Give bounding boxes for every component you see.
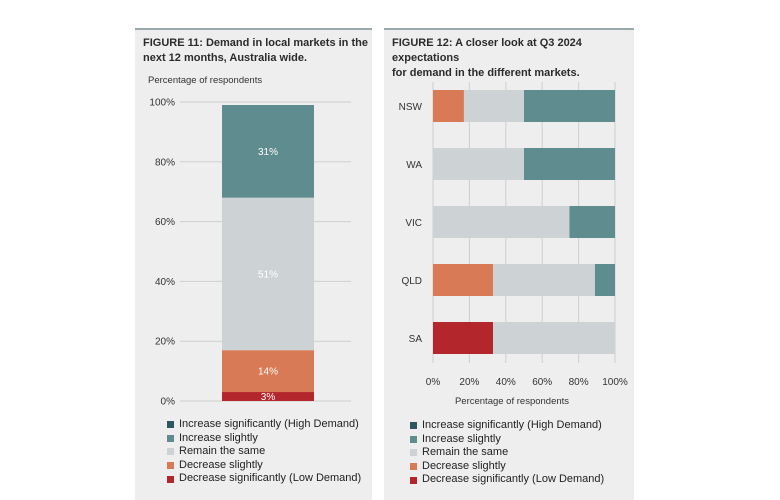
y-category-label: SA [409,334,423,345]
bar-segment-sa-decrease-significantly-low-demand [433,322,494,354]
figure-11-panel: FIGURE 11: Demand in local markets in th… [135,28,372,500]
y-tick-label: 80% [155,157,175,168]
bar-segment-vic-remain-the-same [433,206,570,238]
y-tick-label: 0% [161,397,176,408]
bar-segment-qld-remain-the-same [493,264,595,296]
legend-label: Increase slightly [422,432,501,445]
legend-label: Decrease slightly [179,458,263,471]
data-label: 14% [258,367,278,378]
legend-swatch [167,462,174,470]
y-category-label: QLD [401,276,422,287]
figure-11-legend: Increase significantly (High Demand) Incr… [167,418,361,486]
x-axis-label: Percentage of respondents [455,396,569,407]
figure-12-panel: FIGURE 12: A closer look at Q3 2024 expe… [384,28,634,500]
y-category-label: VIC [405,218,422,229]
x-tick-label: 60% [532,377,552,388]
bar-segment-increase-slightly [222,104,314,198]
legend-item-remain-the-same: Remain the same [410,446,604,460]
legend-label: Increase significantly (High Demand) [422,419,602,431]
figure-12-legend: Increase significantly (High Demand) Incr… [410,419,604,487]
x-tick-label: 80% [569,377,589,388]
legend-swatch [410,476,417,484]
legend-swatch [410,422,417,430]
bar-segment-sa-remain-the-same [493,322,615,354]
bar-segment-decrease-significantly-low-demand [222,392,314,401]
x-tick-label: 40% [496,377,516,388]
data-label: 31% [258,147,278,158]
legend-label: Remain the same [422,446,509,459]
y-tick-label: 100% [149,98,175,109]
legend-item-increase-significantly-high-demand: Increase significantly (High Demand) [167,418,361,432]
x-tick-label: 0% [426,377,441,388]
bar-segment-nsw-decrease-slightly [433,90,464,122]
legend-swatch [410,435,417,443]
legend-label: Remain the same [179,445,266,458]
x-tick-label: 100% [602,377,628,388]
y-category-label: WA [406,160,422,171]
bar-segment-wa-remain-the-same [433,148,524,180]
bar-segment-remain-the-same [222,197,314,351]
legend-item-decrease-slightly: Decrease slightly [167,459,361,473]
y-tick-label: 60% [155,217,175,228]
legend-label: Increase slightly [179,431,258,444]
data-label: 51% [258,269,278,280]
legend-item-increase-slightly: Increase slightly [410,433,604,447]
legend-label: Decrease significantly (Low Demand) [422,473,605,486]
data-label: 3% [261,392,276,403]
bar-segment-nsw-increase-slightly [524,90,615,122]
figure-11-title: FIGURE 11: Demand in local markets in th… [143,37,368,64]
x-tick-label: 20% [459,377,479,388]
figure-12-title: FIGURE 12: A closer look at Q3 2024 expe… [392,37,582,79]
legend-swatch [167,448,174,456]
y-tick-label: 40% [155,277,175,288]
figure-12-chart: 0% 20% 40% 60% 80% 100% NSW WA VIC QLD SA Percentag… [399,82,628,407]
legend-item-increase-significantly-high-demand: Increase significantly (High Demand) [410,419,604,433]
legend-swatch [167,434,174,442]
bar-segment-qld-decrease-slightly [433,264,494,296]
legend-swatch [410,463,417,471]
legend-label: Increase significantly (High Demand) [179,418,359,430]
legend-item-increase-slightly: Increase slightly [167,432,361,446]
bar-segment-qld-increase-slightly [594,264,615,296]
bar-segment-wa-increase-slightly [524,148,615,180]
bar-segment-vic-increase-slightly [569,206,615,238]
legend-swatch [167,421,174,429]
bar-segment-decrease-slightly [222,350,314,393]
y-tick-label: 20% [155,337,175,348]
bar-segment-nsw-remain-the-same [463,90,524,122]
legend-item-decrease-significantly-low-demand: Decrease significantly (Low Demand) [167,472,361,486]
figure-11-chart: Percentage of respondents 0% 20% 40% 60% 80% 1… [148,75,351,408]
legend-swatch [410,449,417,457]
legend-item-decrease-slightly: Decrease slightly [410,460,604,474]
legend-item-decrease-significantly-low-demand: Decrease significantly (Low Demand) [410,473,604,487]
y-category-label: NSW [399,102,423,113]
legend-label: Decrease significantly (Low Demand) [179,472,362,485]
y-axis-label: Percentage of respondents [148,75,262,86]
legend-item-remain-the-same: Remain the same [167,445,361,459]
legend-label: Decrease slightly [422,459,506,472]
legend-swatch [167,475,174,483]
